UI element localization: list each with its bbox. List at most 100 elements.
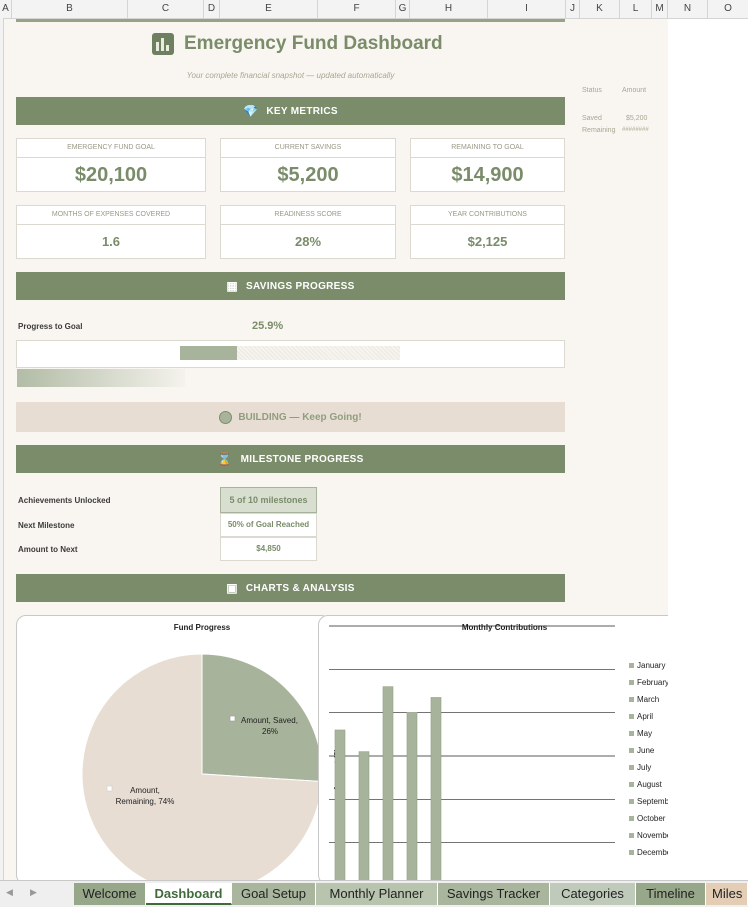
row-header-strip: [0, 18, 4, 880]
legend-entry: May: [637, 729, 652, 738]
hourglass-icon: ⌛: [217, 452, 233, 466]
section-title: MILESTONE PROGRESS: [240, 453, 364, 465]
milestone-value[interactable]: $4,850: [220, 537, 317, 561]
legend-entry: January: [637, 661, 665, 670]
bar-chart-svg: Amount ($)JanuaryFebruaryMarchAprilMayJu…: [329, 625, 668, 881]
legend-key: [629, 748, 634, 753]
side-table-header[interactable]: Status: [582, 87, 602, 94]
tab-categories[interactable]: Categories: [550, 883, 636, 905]
section-header-charts-analysis: ▣ CHARTS & ANALYSIS: [16, 574, 565, 602]
section-header-milestone-progress: ⌛ MILESTONE PROGRESS: [16, 445, 565, 473]
metric-value: $5,200: [277, 164, 339, 186]
chart-title: Monthly Contributions: [461, 623, 548, 632]
metric-label: EMERGENCY FUND GOAL: [17, 139, 205, 158]
legend-key: [629, 663, 634, 668]
sheet-tab-bar: ◀ ▶ Welcome Dashboard Goal Setup Monthly…: [0, 880, 748, 907]
tab-monthly-planner[interactable]: Monthly Planner: [316, 883, 438, 905]
pie-slice[interactable]: [81, 653, 323, 880]
side-table-cell[interactable]: ########: [622, 127, 649, 133]
legend-key: [629, 833, 634, 838]
column-header[interactable]: E: [220, 0, 318, 18]
tab-milestones[interactable]: Miles: [706, 883, 748, 905]
metric-card-contributions[interactable]: YEAR CONTRIBUTIONS $2,125: [410, 205, 565, 259]
metric-label: CURRENT SAVINGS: [221, 139, 395, 158]
column-header[interactable]: A: [0, 0, 12, 18]
legend-entry: March: [637, 695, 659, 704]
side-table-cell[interactable]: Saved: [582, 115, 602, 122]
section-title: CHARTS & ANALYSIS: [245, 582, 355, 594]
legend-key: [629, 850, 634, 855]
legend-entry: February: [637, 678, 668, 687]
side-table-header[interactable]: Amount: [622, 87, 647, 94]
progress-percent: 25.9%: [252, 320, 284, 332]
side-table-cell[interactable]: Remaining: [582, 127, 616, 134]
tab-welcome[interactable]: Welcome: [74, 883, 146, 905]
bar[interactable]: [382, 686, 394, 880]
section-title: KEY METRICS: [266, 105, 338, 117]
legend-entry: October: [637, 814, 666, 823]
milestone-label: Achievements Unlocked: [18, 496, 111, 505]
pie-data-label: Amount, Remaining, 74%: [116, 786, 175, 806]
milestone-label: Next Milestone: [18, 521, 75, 530]
metric-card-goal[interactable]: EMERGENCY FUND GOAL $20,100: [16, 138, 206, 192]
fund-progress-chart[interactable]: Fund Progress Amount, Saved, 26% Amount, Re…: [16, 615, 331, 880]
tab-goal-setup[interactable]: Goal Setup: [232, 883, 316, 905]
metric-value: 1.6: [101, 234, 121, 249]
legend-key: [629, 782, 634, 787]
metric-value: $14,900: [451, 164, 524, 186]
diamond-icon: 💎: [243, 104, 259, 118]
metric-card-months[interactable]: MONTHS OF EXPENSES COVERED 1.6: [16, 205, 206, 259]
column-header[interactable]: G: [396, 0, 410, 18]
page-title: Emergency Fund Dashboard: [152, 33, 443, 55]
legend-entry: April: [637, 712, 653, 721]
dashboard-canvas: Emergency Fund Dashboard Your complete f…: [4, 19, 668, 880]
grid-chart-icon: ▦: [226, 279, 239, 293]
metric-card-readiness[interactable]: READINESS SCORE 28%: [220, 205, 396, 259]
tab-dashboard[interactable]: Dashboard: [146, 883, 232, 905]
column-header[interactable]: C: [128, 0, 204, 18]
tab-scroll-right-icon[interactable]: ▶: [30, 887, 37, 897]
monthly-contributions-chart[interactable]: Monthly Contributions Amount ($)JanuaryF…: [318, 615, 668, 880]
bar[interactable]: [334, 729, 346, 880]
section-header-key-metrics: 💎 KEY METRICS: [16, 97, 565, 125]
side-table-cell[interactable]: $5,200: [626, 115, 648, 122]
column-header[interactable]: D: [204, 0, 220, 18]
column-header[interactable]: B: [12, 0, 128, 18]
milestone-value[interactable]: 50% of Goal Reached: [220, 513, 317, 537]
legend-key: [629, 697, 634, 702]
column-header[interactable]: J: [566, 0, 580, 18]
legend-entry: December: [637, 848, 668, 857]
column-header-bar: A B C D E F G H I J K L M N O: [0, 0, 748, 19]
legend-entry: September: [637, 797, 668, 806]
legend-key: [629, 731, 634, 736]
column-header[interactable]: K: [580, 0, 620, 18]
tab-scroll-left-icon[interactable]: ◀: [6, 887, 13, 897]
chart-box-icon: ▣: [226, 581, 238, 595]
tab-timeline[interactable]: Timeline: [636, 883, 706, 905]
legend-key: [229, 715, 236, 722]
metric-card-remaining[interactable]: REMAINING TO GOAL $14,900: [410, 138, 565, 192]
metric-card-savings[interactable]: CURRENT SAVINGS $5,200: [220, 138, 396, 192]
bar[interactable]: [430, 697, 442, 881]
column-header[interactable]: H: [410, 0, 488, 18]
column-header[interactable]: I: [488, 0, 566, 18]
tab-savings-tracker[interactable]: Savings Tracker: [438, 883, 550, 905]
bar[interactable]: [358, 751, 370, 880]
column-header[interactable]: N: [668, 0, 708, 18]
metric-value: $2,125: [467, 234, 508, 249]
status-circle-icon: [219, 410, 233, 424]
status-text: BUILDING — Keep Going!: [238, 411, 362, 423]
status-banner: BUILDING — Keep Going!: [16, 402, 565, 432]
empty-grid-area[interactable]: [668, 19, 748, 880]
column-header[interactable]: L: [620, 0, 652, 18]
milestone-value[interactable]: 5 of 10 milestones: [220, 487, 317, 513]
page-title-text: Emergency Fund Dashboard: [184, 33, 443, 54]
metric-value: 28%: [294, 234, 322, 249]
column-header[interactable]: O: [724, 3, 732, 14]
column-header[interactable]: F: [318, 0, 396, 18]
metric-label: MONTHS OF EXPENSES COVERED: [17, 206, 205, 225]
progress-bar-fill: [180, 346, 237, 360]
legend-key: [629, 765, 634, 770]
bar[interactable]: [406, 712, 418, 880]
column-header[interactable]: M: [652, 0, 668, 18]
